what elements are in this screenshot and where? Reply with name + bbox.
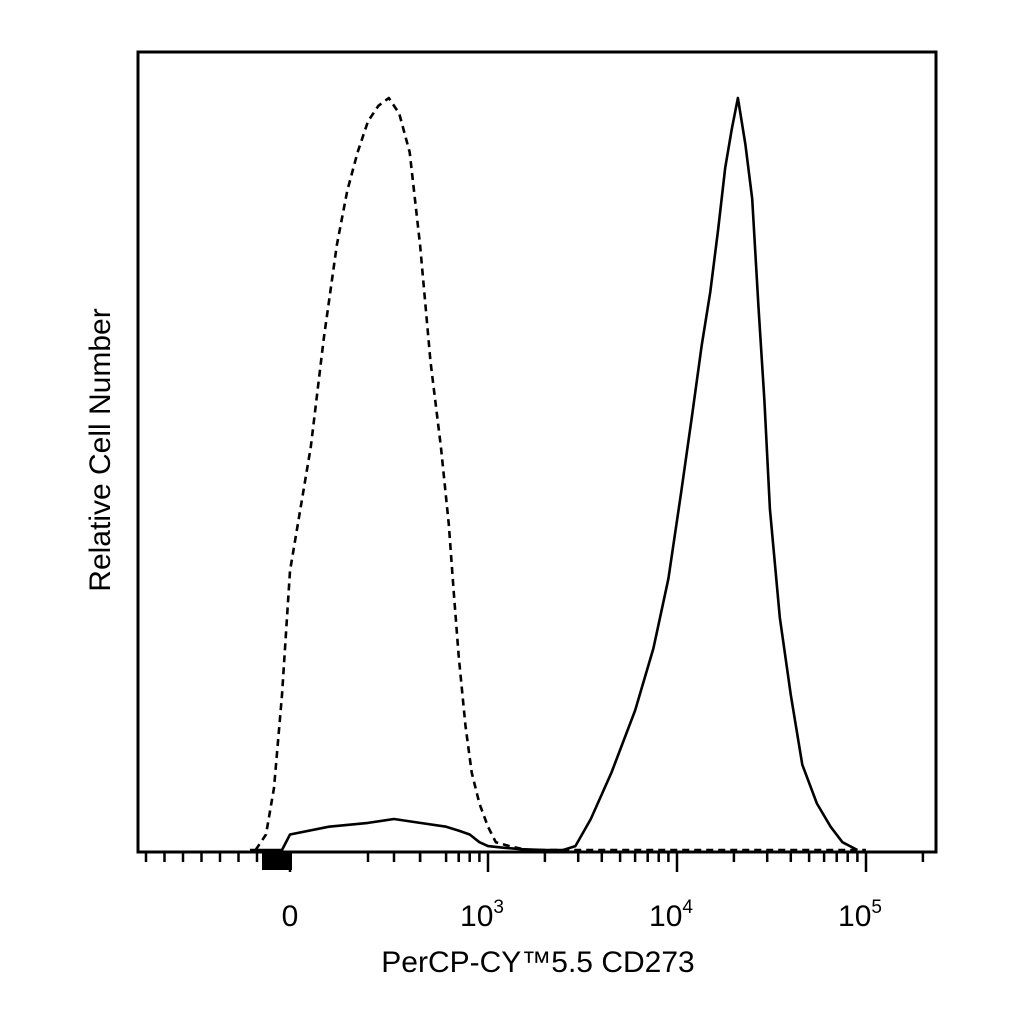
x-axis-ticks [144,852,925,872]
x-axis-title: PerCP-CY™5.5 CD273 [381,946,694,979]
x-tick-label: 103 [460,897,504,933]
x-tick-label: 105 [838,897,882,933]
series-layer [250,96,866,870]
x-tick-label: 0 [282,900,299,933]
series-line-solid [250,96,858,852]
zero-region-marker [262,852,292,870]
y-axis-title: Relative Cell Number [84,308,117,591]
x-axis-tick-labels: 0 103 104 105 [282,897,882,933]
series-line-dashed [254,96,866,852]
plot-frame [136,50,938,854]
x-tick-label: 104 [649,897,693,933]
